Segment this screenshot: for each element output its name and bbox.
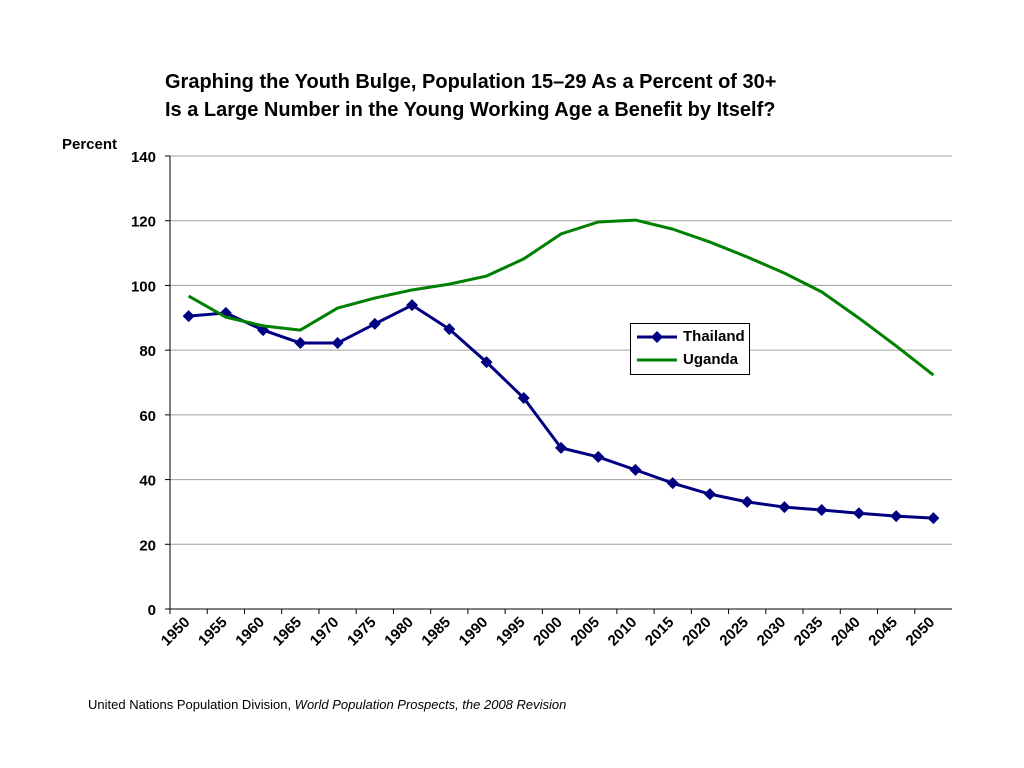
- data-point-thailand: [741, 495, 754, 508]
- data-point-thailand: [890, 510, 903, 523]
- chart-title: Graphing the Youth Bulge, Population 15–…: [165, 68, 776, 124]
- x-tick-label: 2015: [642, 614, 678, 650]
- data-point-thailand: [368, 317, 381, 330]
- data-point-thailand: [443, 323, 456, 336]
- legend-item-thailand: Thailand: [637, 328, 745, 345]
- x-tick-label: 2010: [605, 614, 641, 650]
- source-plain: United Nations Population Division,: [88, 697, 295, 712]
- x-tick-label: 2030: [754, 614, 790, 650]
- y-axis-label: Percent: [62, 136, 118, 153]
- x-tick-label: 1965: [270, 614, 306, 650]
- data-point-thailand: [852, 507, 865, 520]
- x-tick-label: 2035: [791, 614, 827, 650]
- y-tick-label: 60: [139, 408, 156, 425]
- y-tick-label: 20: [139, 537, 156, 554]
- source-note: United Nations Population Division, Worl…: [88, 697, 566, 712]
- x-tick-label: 1960: [232, 614, 268, 650]
- legend-label-uganda: Uganda: [683, 351, 739, 368]
- x-tick-label: 1975: [344, 614, 380, 650]
- y-tick-label: 100: [131, 278, 156, 295]
- data-point-thailand: [331, 337, 344, 350]
- data-point-thailand: [480, 356, 493, 369]
- y-tick-label: 140: [131, 149, 156, 166]
- x-tick-label: 1950: [158, 614, 194, 650]
- x-tick-label: 2025: [716, 614, 752, 650]
- x-tick-label: 2005: [567, 614, 603, 650]
- x-tick-label: 2040: [828, 614, 864, 650]
- data-point-thailand: [406, 299, 419, 312]
- y-tick-label: 120: [131, 214, 156, 231]
- title-line-1: Graphing the Youth Bulge, Population 15–…: [165, 71, 777, 93]
- y-tick-label: 40: [139, 473, 156, 490]
- data-point-thailand: [629, 463, 642, 476]
- x-tick-label: 1995: [493, 614, 529, 650]
- x-tick-label: 2050: [903, 614, 939, 650]
- title-line-2: Is a Large Number in the Young Working A…: [165, 99, 776, 121]
- x-tick-label: 1955: [195, 614, 231, 650]
- legend-item-uganda: Uganda: [637, 351, 738, 368]
- legend: Thailand Uganda: [630, 323, 750, 375]
- x-tick-label: 1985: [418, 614, 454, 650]
- data-point-thailand: [927, 512, 940, 525]
- data-point-thailand: [555, 441, 567, 454]
- source-italic: World Population Prospects, the 2008 Rev…: [294, 697, 567, 712]
- data-point-thailand: [666, 477, 679, 490]
- legend-label-thailand: Thailand: [683, 328, 745, 345]
- series-line-uganda: [187, 218, 935, 377]
- y-tick-label: 0: [148, 602, 156, 619]
- data-point-thailand: [517, 392, 530, 405]
- x-tick-label: 2045: [865, 614, 901, 650]
- x-tick-label: 1970: [307, 614, 343, 650]
- data-point-thailand: [815, 503, 828, 516]
- data-point-thailand: [294, 337, 307, 350]
- data-point-thailand: [778, 501, 791, 514]
- x-tick-label: 1980: [381, 614, 417, 650]
- x-tick-label: 1990: [456, 614, 492, 650]
- x-tick-label: 2020: [679, 614, 715, 650]
- data-point-thailand: [182, 310, 195, 323]
- y-tick-label: 80: [139, 343, 156, 360]
- data-point-thailand: [703, 488, 716, 501]
- data-point-thailand: [592, 450, 605, 463]
- x-tick-label: 2000: [530, 614, 566, 650]
